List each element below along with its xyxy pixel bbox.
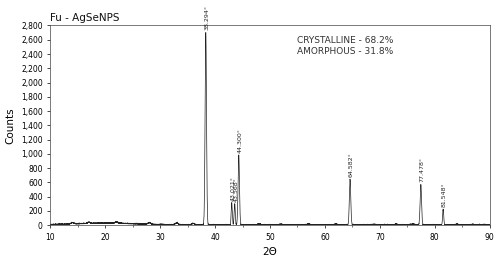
Text: 43.568°: 43.568° <box>234 178 238 203</box>
Text: 38.294°: 38.294° <box>204 6 210 31</box>
Text: 77.478°: 77.478° <box>420 158 424 183</box>
Text: 43.021°: 43.021° <box>230 176 235 201</box>
Y-axis label: Counts: Counts <box>6 107 16 144</box>
X-axis label: 2Θ: 2Θ <box>262 247 278 257</box>
Text: 81.548°: 81.548° <box>442 183 447 208</box>
Text: Fu - AgSeNPS: Fu - AgSeNPS <box>50 13 120 23</box>
Text: CRYSTALLINE - 68.2%
AMORPHOUS - 31.8%: CRYSTALLINE - 68.2% AMORPHOUS - 31.8% <box>298 36 394 55</box>
Text: 44.300°: 44.300° <box>238 128 242 153</box>
Text: 64.582°: 64.582° <box>349 153 354 178</box>
